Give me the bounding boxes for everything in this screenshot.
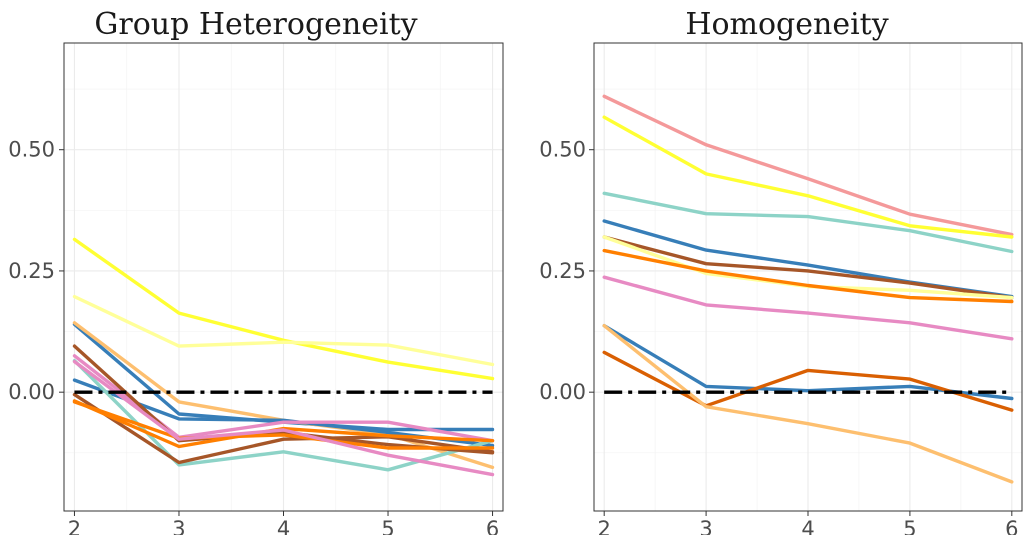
panel-title: Group Heterogeneity <box>94 7 417 42</box>
series-line-10 <box>602 350 1014 412</box>
panel-title: Homogeneity <box>685 7 888 42</box>
x-tick-label: 4 <box>801 517 814 535</box>
x-tick-label: 4 <box>277 517 290 535</box>
series-line-5 <box>602 235 1014 300</box>
series-line-11 <box>602 324 1014 484</box>
y-tick-label: 0.25 <box>8 259 55 283</box>
y-tick-label: 0.50 <box>8 138 55 162</box>
series-line-2 <box>72 294 495 367</box>
x-tick-label: 3 <box>699 517 712 535</box>
y-tick-label: 0.00 <box>8 380 55 404</box>
series-line-8 <box>602 275 1014 341</box>
x-tick-label: 6 <box>1005 517 1018 535</box>
y-tick-label: 0.25 <box>539 259 586 283</box>
series-line-1 <box>602 94 1014 237</box>
x-tick-label: 6 <box>486 517 499 535</box>
series-line-12 <box>72 359 495 477</box>
series-line-7 <box>602 248 1014 304</box>
x-tick-label: 3 <box>172 517 185 535</box>
series-line-3 <box>602 191 1014 254</box>
panel-group-heterogeneity: 2 3 4 5 6 0.00 0.25 0.50 Group Heterogeneity <box>8 7 504 535</box>
x-tick-label: 5 <box>903 517 916 535</box>
y-tick-label: 0.00 <box>539 380 586 404</box>
x-tick-label: 5 <box>381 517 394 535</box>
y-tick-label: 0.50 <box>539 138 586 162</box>
series-line-1 <box>72 237 495 381</box>
series-line-2 <box>602 115 1014 239</box>
x-tick-label: 2 <box>598 517 611 535</box>
series-line-10 <box>72 400 495 450</box>
panel-homogeneity: 2 3 4 5 6 0.00 0.25 0.50 Homogeneity <box>539 7 1023 535</box>
x-tick-label: 2 <box>68 517 81 535</box>
series-line-9 <box>72 392 495 465</box>
